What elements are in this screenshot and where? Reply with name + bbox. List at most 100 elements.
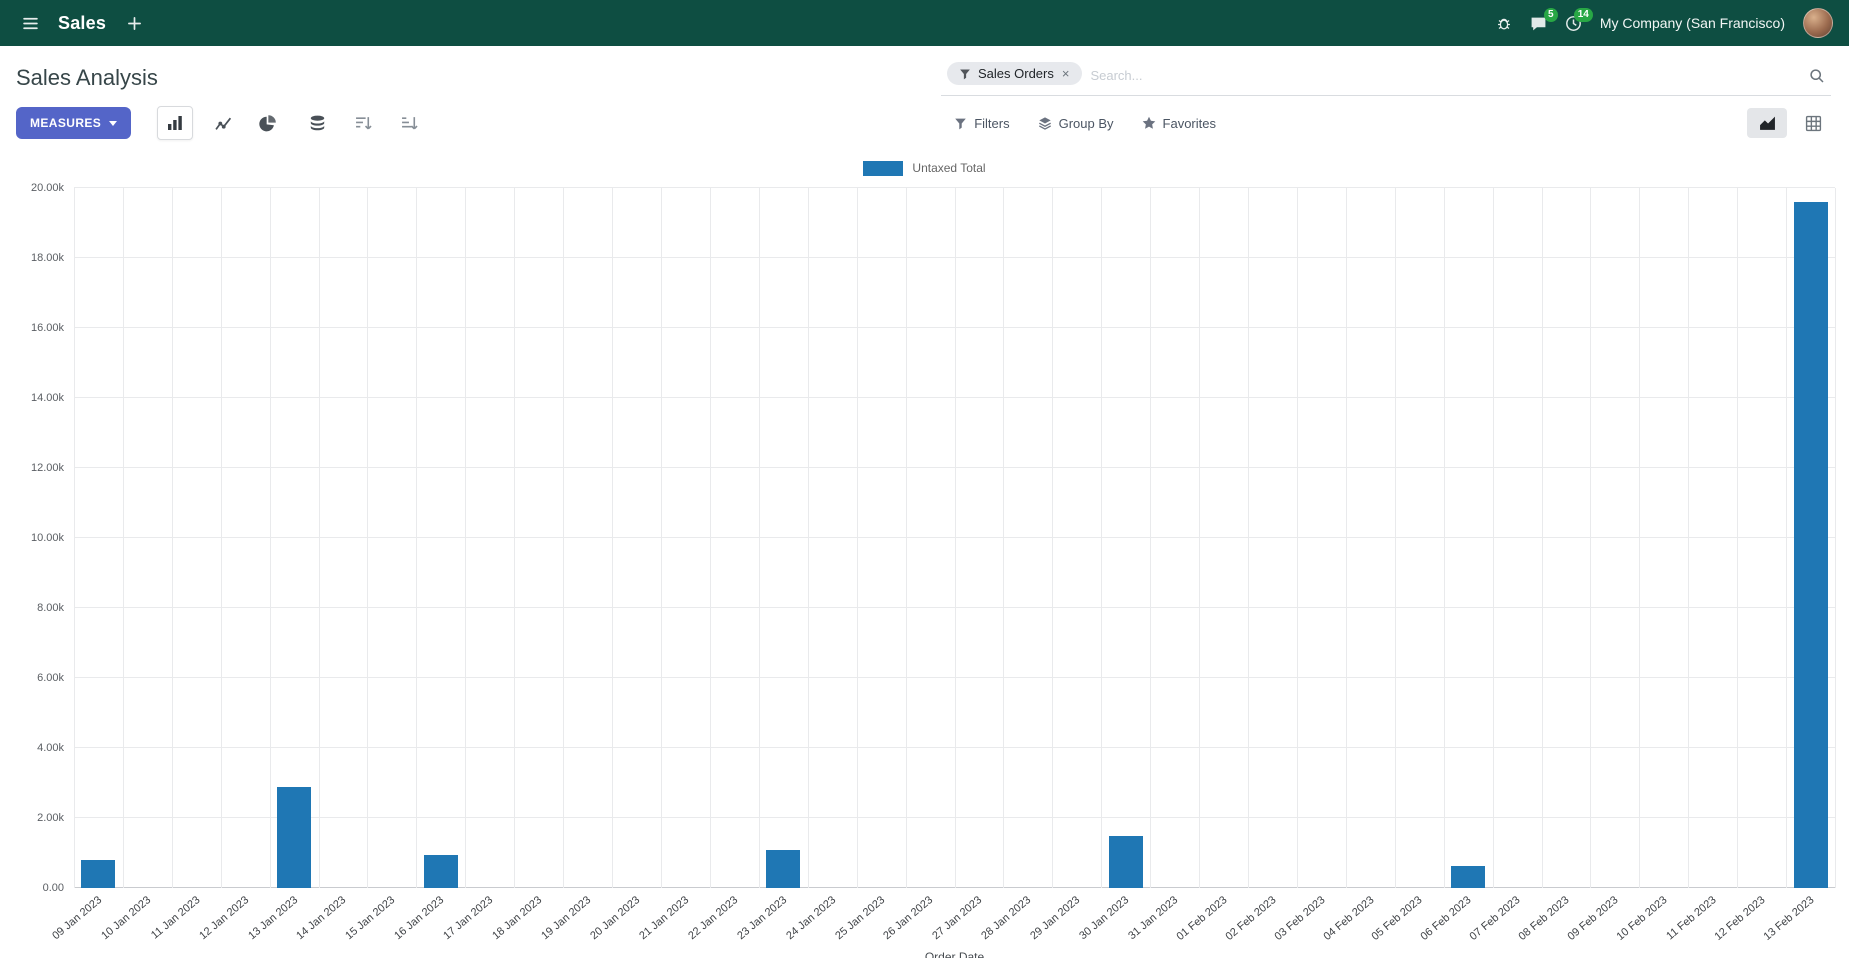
gridline-x (954, 188, 956, 888)
bar-09-jan-2023[interactable] (81, 860, 116, 888)
gridline-x (1590, 188, 1592, 888)
y-tick-label: 16.00k (30, 322, 64, 334)
bar-chart-button[interactable] (157, 106, 194, 140)
x-tick-label: 09 Jan 2023 (50, 894, 105, 943)
gridline-x (1639, 188, 1641, 888)
plus-icon[interactable] (120, 9, 148, 37)
filter-funnel-icon (955, 118, 966, 129)
x-tick-label: 16 Jan 2023 (392, 894, 447, 943)
gridline-x (1688, 188, 1690, 888)
x-tick-label: 11 Feb 2023 (1663, 894, 1719, 943)
control-panel-top: Sales Analysis Sales Orders × (0, 46, 1849, 100)
gridline-x (563, 188, 565, 888)
bar-13-jan-2023[interactable] (277, 786, 312, 888)
legend-label: Untaxed Total (912, 161, 986, 175)
gridline-x (171, 188, 173, 888)
bar-30-jan-2023[interactable] (1108, 835, 1143, 888)
y-tick-label: 4.00k (37, 742, 64, 754)
gridline-x (367, 188, 369, 888)
gridline-x (1835, 188, 1836, 888)
x-tick-label: 01 Feb 2023 (1174, 894, 1230, 943)
measures-label: MEASURES (30, 116, 102, 130)
sort-descending-button[interactable] (349, 109, 377, 137)
x-axis-title: Order Date (924, 950, 985, 958)
gridline-x (660, 188, 662, 888)
x-tick-label: 20 Jan 2023 (588, 894, 643, 943)
apps-menu-icon[interactable] (16, 9, 44, 37)
control-panel-buttons: MEASURES Filters Group By (0, 100, 1849, 150)
filters-button[interactable]: Filters (954, 116, 1010, 131)
group-by-label: Group By (1058, 115, 1114, 131)
favorites-button[interactable]: Favorites (1142, 116, 1216, 131)
company-switcher[interactable]: My Company (San Francisco) (1599, 15, 1785, 31)
gridline-x (1492, 188, 1494, 888)
search-icon[interactable] (1809, 68, 1825, 84)
gridline-x (1052, 188, 1054, 888)
bar-13-feb-2023[interactable] (1793, 202, 1828, 888)
x-tick-label: 19 Jan 2023 (539, 894, 594, 943)
sort-ascending-button[interactable] (395, 109, 423, 137)
x-tick-label: 15 Jan 2023 (343, 894, 398, 943)
gridline-x (1541, 188, 1543, 888)
x-tick-label: 28 Jan 2023 (979, 894, 1034, 943)
x-tick-label: 06 Feb 2023 (1418, 894, 1474, 943)
gridline-x (1345, 188, 1347, 888)
x-tick-label: 26 Jan 2023 (881, 894, 936, 943)
view-switcher (1747, 108, 1833, 138)
group-by-button[interactable]: Group By (1038, 116, 1114, 131)
favorites-label: Favorites (1162, 115, 1216, 131)
x-tick-label: 14 Jan 2023 (294, 894, 349, 943)
chart-options-group (303, 109, 423, 137)
gridline-x (709, 188, 711, 888)
facet-remove-icon[interactable]: × (1061, 66, 1070, 81)
y-tick-label: 14.00k (30, 392, 64, 404)
bar-23-jan-2023[interactable] (766, 850, 801, 888)
search-facet-label: Sales Orders (978, 66, 1054, 81)
gridline-x (74, 188, 75, 888)
layers-icon (1038, 117, 1051, 130)
gridline-x (1296, 188, 1298, 888)
line-chart-button[interactable] (209, 109, 237, 137)
gridline-x (1003, 188, 1005, 888)
systray: 5 14 My Company (San Francisco) (1496, 7, 1833, 38)
bar-16-jan-2023[interactable] (423, 854, 458, 888)
measures-button[interactable]: MEASURES (16, 107, 132, 139)
x-tick-label: 24 Jan 2023 (783, 894, 838, 943)
x-tick-label: 03 Feb 2023 (1272, 894, 1328, 943)
page-title: Sales Analysis (16, 65, 158, 90)
bar-06-feb-2023[interactable] (1451, 866, 1486, 888)
gridline-x (465, 188, 467, 888)
y-tick-label: 2.00k (37, 812, 64, 824)
x-tick-label: 13 Feb 2023 (1761, 894, 1817, 943)
pivot-view-button[interactable] (1793, 108, 1833, 138)
gridline-x (269, 188, 271, 888)
gridline-x (758, 188, 760, 888)
y-tick-label: 6.00k (37, 672, 64, 684)
app-name[interactable]: Sales (58, 12, 107, 33)
messages-icon[interactable]: 5 (1530, 7, 1558, 32)
user-avatar[interactable] (1803, 8, 1833, 38)
activities-badge: 14 (1573, 7, 1593, 22)
gridline-x (1199, 188, 1201, 888)
gridline-x (220, 188, 222, 888)
x-tick-label: 18 Jan 2023 (490, 894, 545, 943)
debug-bug-icon[interactable] (1496, 15, 1512, 31)
search-bar[interactable]: Sales Orders × (941, 60, 1831, 96)
chart-legend[interactable]: Untaxed Total (0, 150, 1849, 186)
x-tick-label: 08 Feb 2023 (1516, 894, 1572, 943)
pie-chart-button[interactable] (253, 109, 281, 137)
x-tick-label: 23 Jan 2023 (734, 894, 789, 943)
activities-clock-icon[interactable]: 14 (1565, 7, 1593, 32)
search-input[interactable] (1082, 62, 1809, 89)
gridline-x (122, 188, 124, 888)
x-tick-label: 04 Feb 2023 (1320, 894, 1376, 943)
y-tick-label: 12.00k (30, 462, 64, 474)
stacked-toggle-button[interactable] (303, 109, 331, 137)
gridline-y (74, 187, 1835, 188)
search-facet-sales-orders[interactable]: Sales Orders × (947, 62, 1083, 85)
graph-view-button[interactable] (1747, 108, 1787, 138)
star-icon (1142, 116, 1155, 129)
chart-plot-area: 0.00 2.00k 4.00k 6.00k 8.00k 10.00k 12.00k 14.0… (31, 182, 1836, 894)
x-tick-label: 27 Jan 2023 (930, 894, 985, 943)
messages-badge: 5 (1543, 7, 1558, 22)
